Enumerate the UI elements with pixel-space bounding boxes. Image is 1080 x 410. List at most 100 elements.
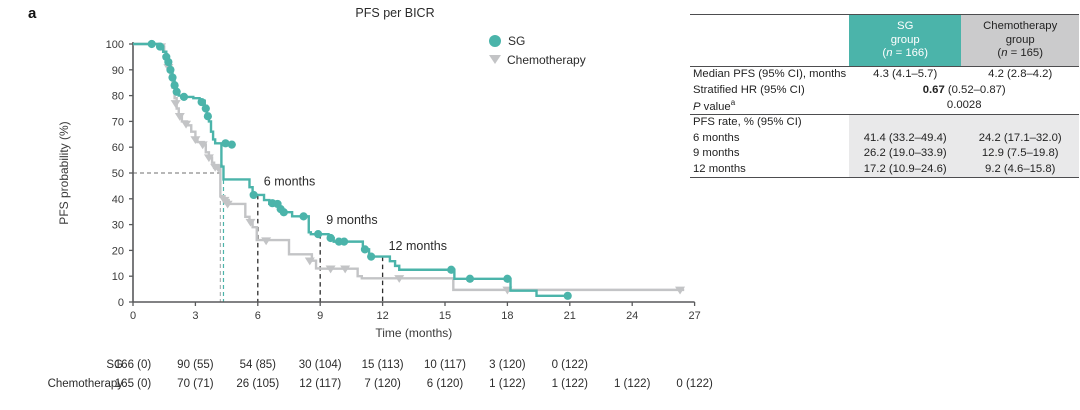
y-tick-label: 0 [118,297,124,309]
y-tick-label: 80 [112,91,124,103]
risk-value: 1 (122) [614,378,651,390]
stratified-hr-label: Stratified HR (95% CI) [693,83,805,96]
x-tick-label: 24 [626,310,638,322]
p-value-row: P valuea 0.0028 [690,98,1079,114]
censor-circle-icon [299,212,308,221]
sg-censor-marks [147,39,572,300]
censor-circle-icon [360,245,370,254]
censor-circle-icon [155,42,165,51]
annotation-6-months: 6 months [264,174,315,188]
chemotherapy-triangle-icon [489,55,501,64]
risk-value: 165 (0) [115,378,152,390]
annotation-12-months: 12 months [389,239,447,253]
legend-item-sg: SG [489,31,586,50]
risk-value: 54 (85) [240,359,277,371]
p-label-rest: value [700,100,731,113]
p-italic: P [693,100,701,113]
stats-header-empty-cell [690,14,850,67]
legend-label-sg: SG [508,33,526,48]
sg-header-n-open: ( [882,47,887,60]
risk-value: 6 (120) [427,378,464,390]
censor-triangle-icon [197,141,208,150]
risk-value: 10 (117) [424,359,466,371]
risk-value: 70 (71) [177,378,214,390]
x-tick-label: 0 [130,310,136,322]
legend-item-chemotherapy: Chemotherapy [489,50,586,69]
stats-table: SG group (n = 166) Chemotherapy group (n… [690,14,1080,178]
censor-triangle-icon [181,120,192,129]
rate-6mo-sg-value: 41.4 (33.2–49.4) [849,130,962,146]
censor-circle-icon [203,112,212,121]
x-tick-label: 27 [688,310,700,322]
censor-circle-icon [563,291,572,300]
risk-value: 26 (105) [236,378,279,390]
censor-triangle-icon [190,136,201,145]
y-tick-label: 70 [112,116,124,128]
sg-circle-icon [489,34,501,47]
chemotherapy-censor-marks [156,43,686,295]
x-tick-label: 21 [564,310,576,322]
censor-circle-icon [197,97,206,107]
sg-group-header: SG group (n = 166) [849,14,962,67]
risk-value: 7 (120) [364,378,401,390]
x-tick-label: 15 [439,310,451,322]
median-pfs-row: Median PFS (95% CI), months 4.3 (4.1–5.7… [690,67,1079,83]
pfs-rate-section-label: PFS rate, % (95% CI) [690,113,850,131]
stratified-hr-value: 0.67 (0.52–0.87) [849,83,1079,99]
censor-triangle-icon [222,200,233,209]
legend: SG Chemotherapy [489,31,586,69]
censor-circle-icon [279,208,288,217]
chart-title: PFS per BICR [355,6,435,20]
p-value: 0.0028 [946,99,982,112]
risk-value: 0 (122) [552,359,589,371]
risk-value: 30 (104) [299,359,342,371]
y-tick-label: 40 [112,194,124,206]
x-tick-label: 18 [501,310,513,322]
median-pfs-chemo-value: 4.2 (2.8–4.2) [988,68,1053,81]
risk-value: 1 (122) [489,378,526,390]
pfs-rate-empty-chemo [961,113,1080,131]
censor-triangle-icon [261,237,272,246]
x-tick-label: 3 [192,310,198,322]
censor-circle-icon [326,233,335,243]
x-tick-label: 12 [376,310,388,322]
x-tick-label: 6 [255,310,261,322]
y-tick-label: 30 [112,220,124,232]
risk-row-label-chemotherapy: Chemotherapy [48,378,124,390]
y-tick-label: 50 [112,168,124,180]
y-tick-label: 10 [112,271,124,283]
censor-circle-icon [172,87,181,96]
p-footnote-sup: a [730,98,736,107]
censor-circle-icon [314,230,323,239]
risk-value: 15 (113) [362,359,404,371]
censor-triangle-icon [170,100,181,108]
censor-triangle-icon [340,265,351,274]
rate-9mo-sg-value: 26.2 (19.0–33.9) [849,145,962,162]
y-tick-label: 20 [112,245,124,257]
sg-header-line1: SG [897,19,914,32]
censor-triangle-icon [325,265,336,274]
risk-value: 1 (122) [552,378,589,390]
median-pfs-sg-value: 4.3 (4.1–5.7) [873,68,938,81]
hr-bold-value: 0.67 [922,83,945,96]
x-axis-title: Time (months) [375,326,452,340]
rate-12mo-sg-value: 17.2 (10.9–24.6) [849,161,962,178]
risk-value: 90 (55) [177,359,214,371]
censor-triangle-icon [245,218,256,227]
risk-value: 3 (120) [489,359,526,371]
censor-circle-icon [221,139,230,148]
p-value-label: P valuea [690,98,849,114]
legend-label-chemotherapy: Chemotherapy [507,52,586,67]
censor-circle-icon [340,237,349,246]
censor-circle-icon [227,140,236,149]
pfs-rate-empty-sg [849,113,962,131]
chemo-header-n-rest: = 165) [1007,47,1043,60]
y-tick-label: 90 [112,65,124,77]
censor-circle-icon [367,252,376,261]
censor-circle-icon [179,92,189,101]
censor-circle-icon [503,274,512,283]
panel-label: a [28,5,37,22]
censor-triangle-icon [304,257,315,266]
